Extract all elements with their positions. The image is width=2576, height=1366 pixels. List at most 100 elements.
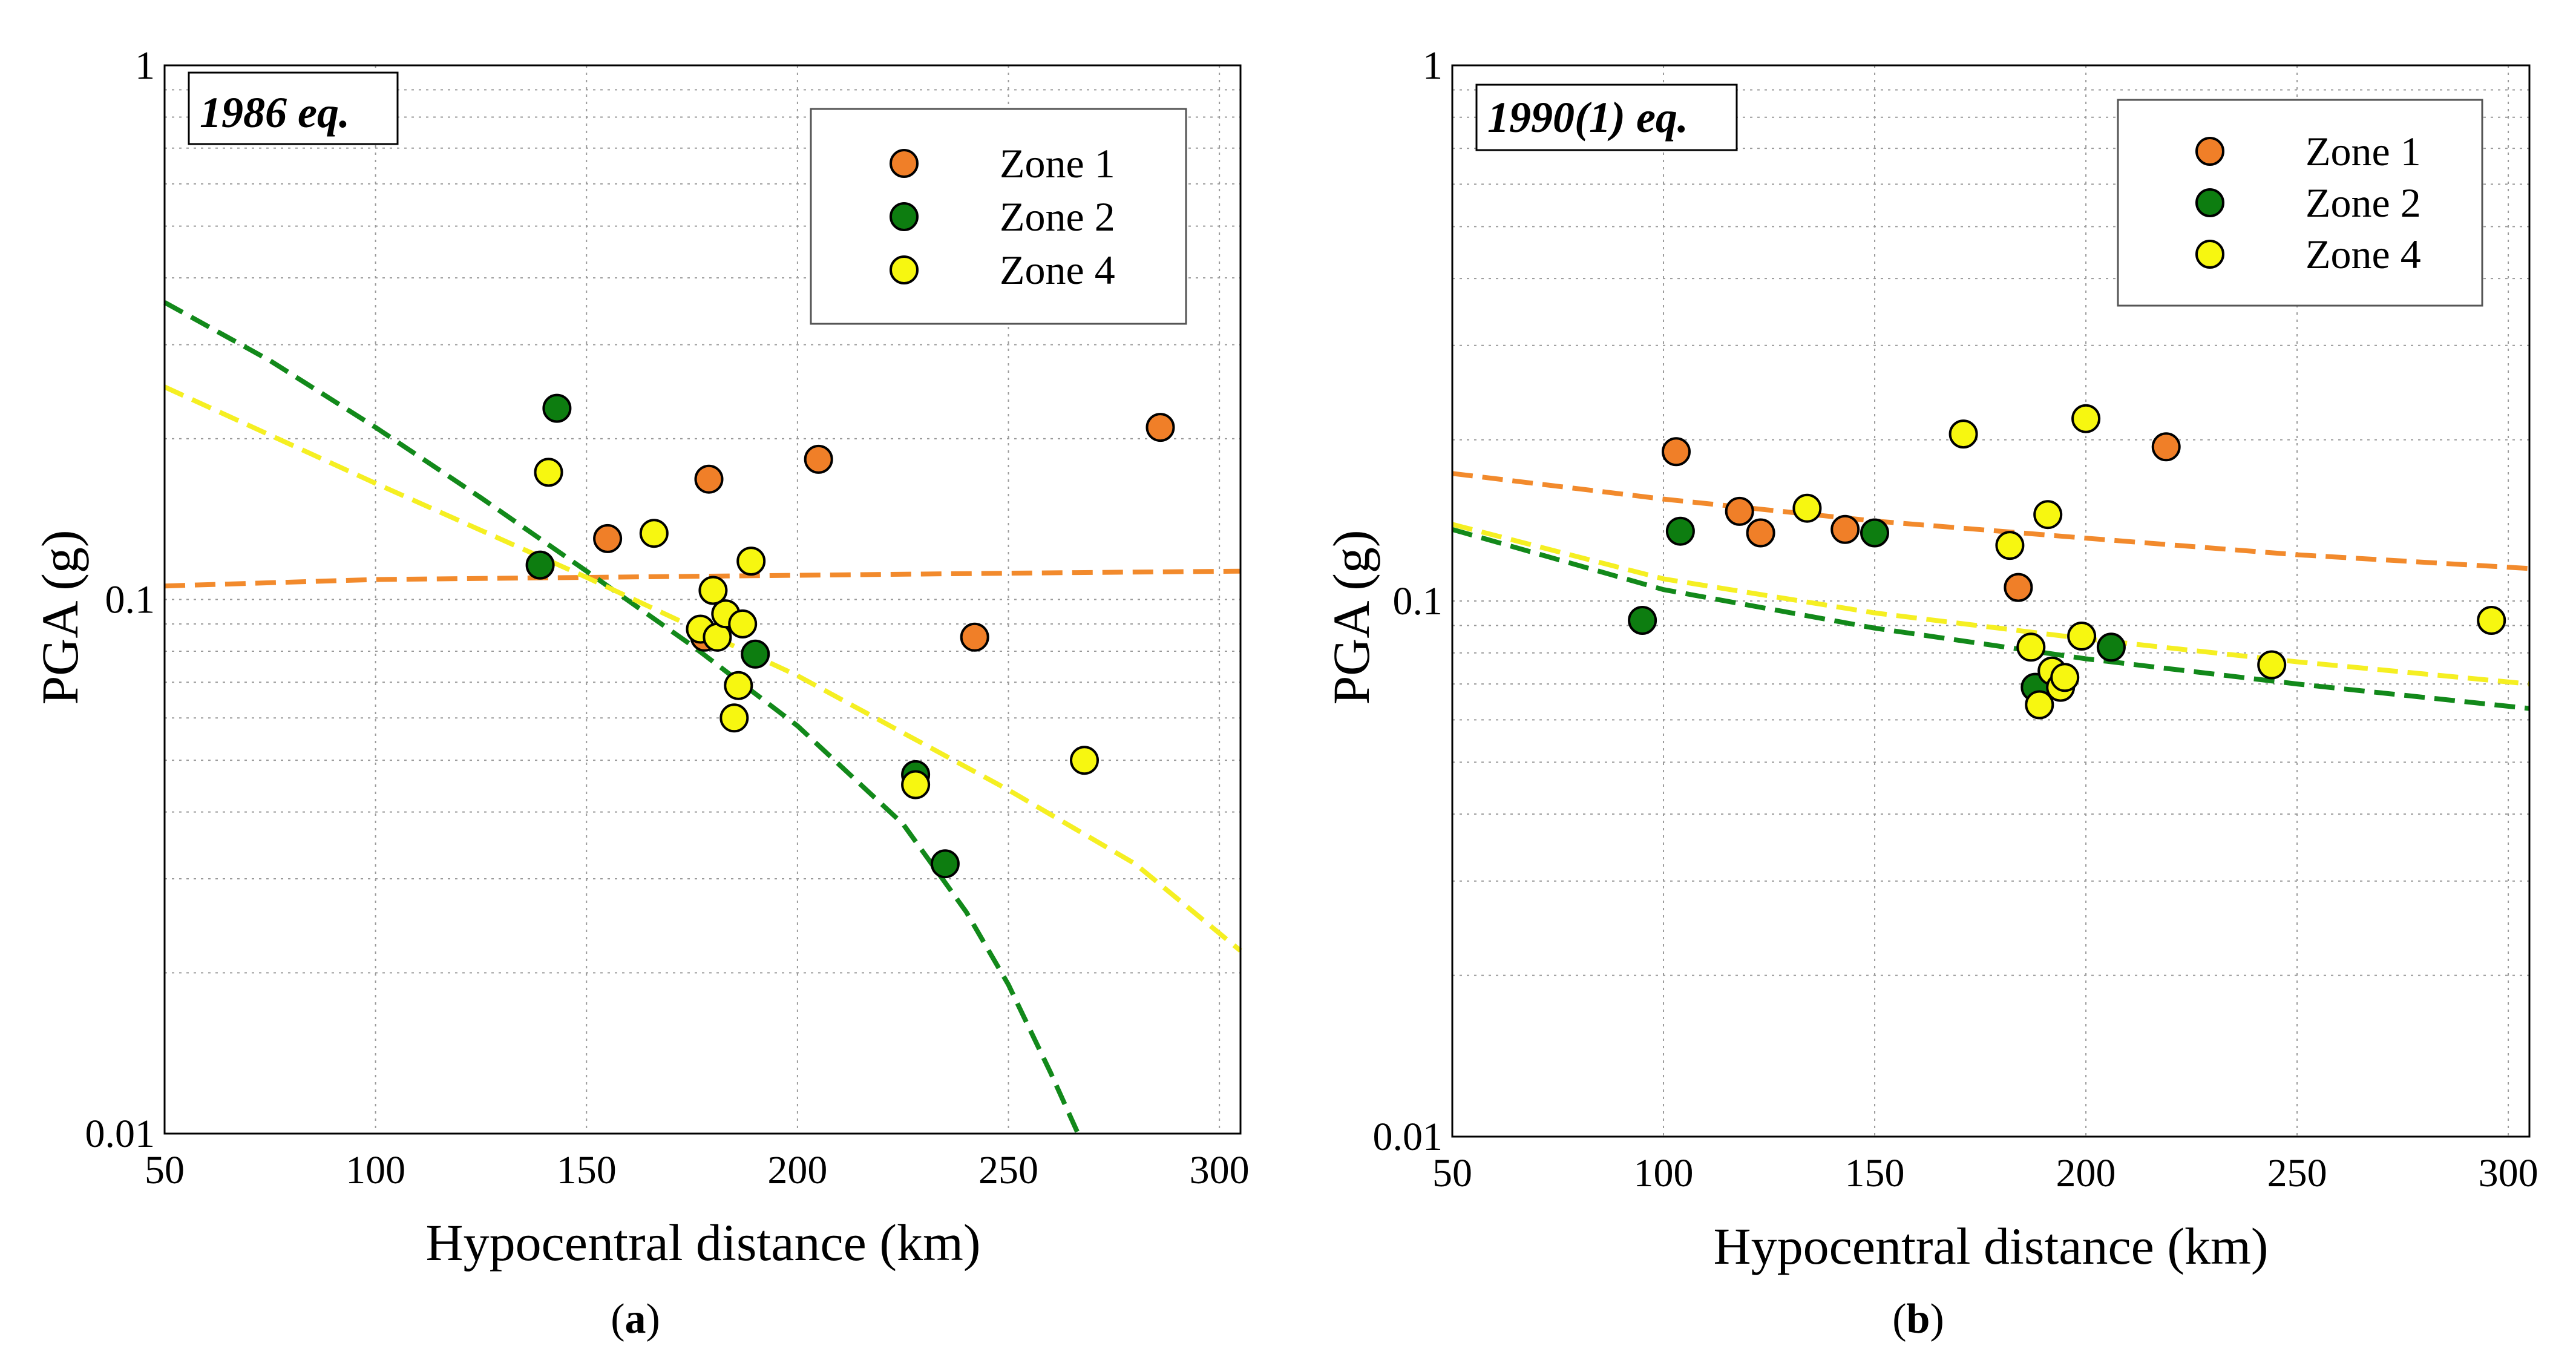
zone-4-point — [2477, 606, 2506, 635]
y-tick-labels: 0.01 0.1 1 — [1373, 44, 1443, 1159]
fit-lines — [163, 300, 1242, 1140]
zone-1-point — [694, 464, 724, 494]
zone-4-point — [724, 671, 753, 700]
legend-item-zone-2: Zone 2 — [890, 194, 1115, 240]
equation-label-box: 1990(1) eq. — [1475, 84, 1738, 151]
zone-2-point — [741, 639, 770, 669]
zone-4-point — [2025, 690, 2054, 720]
y-tick-labels: 0.01 0.1 1 — [85, 44, 156, 1156]
x-axis-label: Hypocentral distance (km) — [426, 1213, 981, 1272]
x-tick-label: 300 — [2479, 1151, 2538, 1195]
zone-4-point — [534, 458, 563, 487]
legend: Zone 1 Zone 2 Zone 4 — [810, 108, 1187, 325]
x-tick-label: 150 — [1845, 1151, 1905, 1195]
fit-lines — [1451, 471, 2530, 711]
legend-item-zone-1: Zone 1 — [890, 140, 1115, 186]
y-tick-label: 0.01 — [85, 1112, 156, 1156]
zone-1-point — [804, 444, 833, 474]
data-points — [1628, 404, 2506, 720]
zone-1-point — [1145, 413, 1175, 442]
zone-4-point — [1995, 531, 2025, 560]
zone-1-fit-line — [1452, 471, 2530, 571]
zone-2-point — [525, 550, 555, 580]
data-points — [525, 393, 1175, 879]
y-tick-label: 1 — [1423, 44, 1443, 88]
zone-4-point — [1792, 493, 1822, 523]
zone-1-point — [1830, 514, 1860, 544]
legend-item-zone-4: Zone 4 — [2195, 231, 2421, 277]
zone-4-point — [736, 547, 766, 576]
y-tick-label: 0.1 — [105, 578, 156, 622]
legend-marker-zone-4 — [890, 255, 919, 284]
equation-label: 1990(1) eq. — [1487, 93, 1688, 142]
legend-item-zone-1: Zone 1 — [2195, 128, 2421, 174]
zone-1-point — [2151, 432, 2181, 462]
legend-label-zone-1: Zone 1 — [2306, 128, 2421, 174]
zone-4-point — [1948, 419, 1978, 449]
legend-label-zone-1: Zone 1 — [1000, 140, 1115, 186]
panel-a: 50 100 150 200 250 300 0.01 0.1 1 1986 eq. Zone… — [31, 44, 1250, 1342]
x-tick-labels: 50 100 150 200 250 300 — [1432, 1151, 2538, 1195]
x-tick-label: 50 — [145, 1148, 185, 1192]
x-tick-label: 50 — [1432, 1151, 1472, 1195]
legend-item-zone-2: Zone 2 — [2195, 180, 2421, 226]
legend-label-zone-4: Zone 4 — [1000, 247, 1115, 293]
plot-frame — [163, 64, 1242, 1135]
zone-4-point — [2071, 404, 2101, 433]
zone-2-point — [542, 393, 572, 423]
x-tick-label: 250 — [2267, 1151, 2327, 1195]
zone-4-fit-line — [163, 384, 1242, 953]
legend-marker-zone-4 — [2195, 240, 2224, 269]
zone-2-point — [1628, 606, 1657, 635]
legend-marker-zone-1 — [2195, 137, 2224, 166]
panel-label-a: (a) — [611, 1296, 660, 1342]
x-tick-label: 200 — [2056, 1151, 2116, 1195]
zone-1-point — [1725, 496, 1754, 526]
y-axis-label: PGA (g) — [1322, 530, 1380, 704]
y-axis-label: PGA (g) — [31, 530, 89, 704]
x-axis-label: Hypocentral distance (km) — [1714, 1217, 2269, 1275]
panel-b: 50 100 150 200 250 300 0.01 0.1 1 1990(1) eq. Z… — [1322, 44, 2538, 1342]
zone-4-point — [639, 519, 669, 548]
x-tick-label: 100 — [1634, 1151, 1694, 1195]
zone-4-point — [2050, 663, 2080, 692]
equation-label-box: 1986 eq. — [188, 71, 399, 145]
legend-marker-zone-2 — [890, 202, 919, 231]
zone-1-point — [1662, 437, 1691, 467]
zone-4-point — [2033, 500, 2063, 530]
x-tick-label: 200 — [767, 1148, 827, 1192]
zone-2-point — [1665, 516, 1695, 546]
zone-2-fit-line — [163, 300, 1083, 1140]
zone-4-point — [1070, 746, 1099, 775]
legend-label-zone-4: Zone 4 — [2306, 231, 2421, 277]
x-tick-label: 100 — [346, 1148, 405, 1192]
zone-4-point — [719, 703, 749, 733]
panel-label-b: (b) — [1892, 1296, 1944, 1342]
legend-label-zone-2: Zone 2 — [1000, 194, 1115, 240]
zone-2-point — [930, 849, 960, 879]
zone-2-point — [1860, 518, 1889, 548]
zone-2-fit-line — [1451, 527, 2530, 711]
zone-4-point — [901, 770, 931, 800]
y-tick-label: 0.01 — [1373, 1115, 1443, 1159]
zone-4-fit-line — [1452, 522, 2530, 687]
zone-1-point — [960, 622, 989, 652]
legend-item-zone-4: Zone 4 — [890, 247, 1115, 293]
legend: Zone 1 Zone 2 Zone 4 — [2117, 99, 2483, 307]
legend-marker-zone-2 — [2195, 188, 2224, 217]
zone-2-point — [2096, 632, 2126, 662]
legend-marker-zone-1 — [890, 149, 919, 178]
zone-4-point — [2067, 622, 2097, 651]
x-tick-labels: 50 100 150 200 250 300 — [145, 1148, 1250, 1192]
zone-1-point — [593, 524, 623, 553]
zone-4-point — [2016, 632, 2046, 662]
x-tick-label: 300 — [1190, 1148, 1250, 1192]
y-tick-label: 1 — [135, 44, 155, 88]
zone-4-point — [698, 576, 728, 605]
x-tick-label: 150 — [557, 1148, 617, 1192]
x-tick-label: 250 — [978, 1148, 1038, 1192]
zone-1-point — [1746, 518, 1775, 548]
zone-4-point — [2257, 650, 2287, 680]
zone-1-point — [2004, 573, 2033, 602]
